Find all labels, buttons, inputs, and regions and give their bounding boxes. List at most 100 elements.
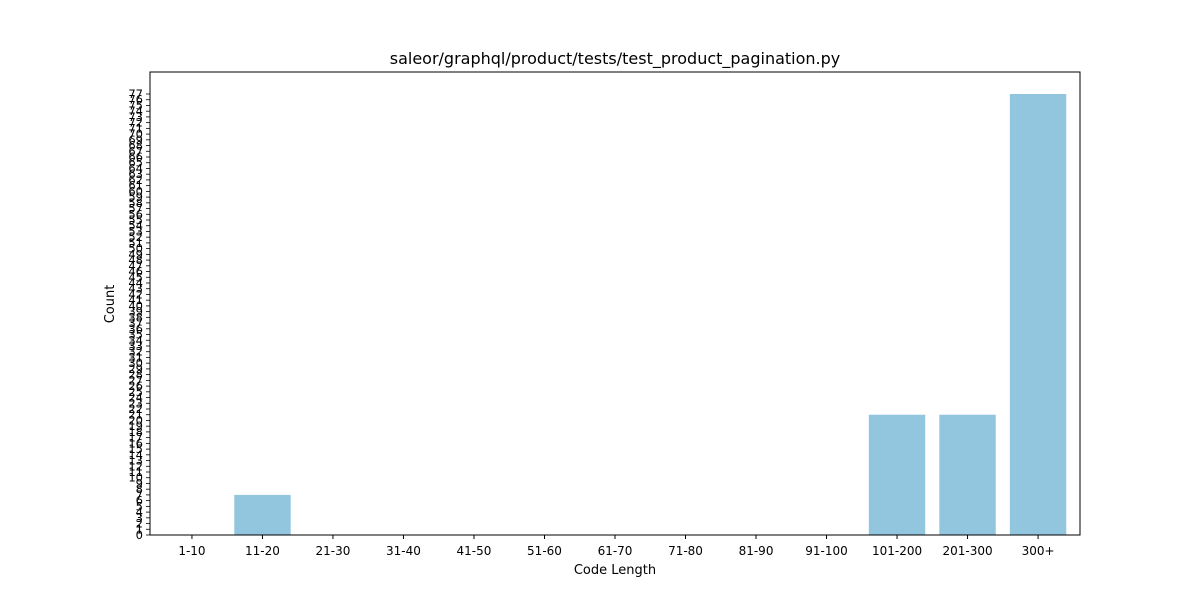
y-tick-label: 24 [128,391,143,405]
x-tick-label: 11-20 [245,544,280,558]
y-tick-label: 54 [128,219,143,233]
y-tick-label: 29 [128,362,143,376]
y-tick-label: 67 [128,144,143,158]
y-tick-label: 6 [136,494,143,508]
y-tick-label: 58 [128,196,143,210]
y-tick-label: 65 [128,156,143,170]
y-tick-label: 57 [128,202,143,216]
y-tick-label: 37 [128,316,143,330]
y-tick-label: 49 [128,247,143,261]
y-tick-label: 41 [128,293,143,307]
y-tick-label: 26 [128,379,143,393]
y-tick-label: 25 [128,385,143,399]
y-tick-label: 3 [136,511,143,525]
x-tick-label: 41-50 [457,544,492,558]
y-tick-label: 77 [128,87,143,101]
y-tick-label: 17 [128,431,143,445]
y-tick-label: 13 [128,454,143,468]
y-tick-label: 0 [136,528,143,542]
y-tick-label: 8 [136,482,143,496]
x-tick-label: 300+ [1022,544,1055,558]
y-tick-label: 33 [128,339,143,353]
y-tick-label: 9 [136,476,143,490]
y-tick-label: 55 [128,213,143,227]
y-tick-label: 38 [128,310,143,324]
x-tick-label: 201-300 [942,544,992,558]
y-tick-label: 73 [128,110,143,124]
x-tick-label: 61-70 [598,544,633,558]
y-tick-label: 48 [128,253,143,267]
x-tick-label: 71-80 [668,544,703,558]
bar-201-300 [939,414,996,535]
y-tick-label: 14 [128,448,143,462]
y-tick-label: 40 [128,299,143,313]
y-tick-label: 60 [128,184,143,198]
y-tick-label: 7 [136,488,143,502]
y-tick-label: 51 [128,236,143,250]
y-tick-label: 10 [128,471,143,485]
x-tick-label: 21-30 [316,544,351,558]
y-tick-label: 23 [128,396,143,410]
y-tick-label: 42 [128,287,143,301]
y-tick-label: 74 [128,104,143,118]
y-tick-label: 19 [128,419,143,433]
y-tick-label: 27 [128,373,143,387]
y-tick-label: 44 [128,276,143,290]
y-tick-label: 4 [136,505,143,519]
bars-layer [234,94,1067,535]
y-tick-label: 12 [128,459,143,473]
y-tick-label: 32 [128,345,143,359]
y-tick-label: 61 [128,179,143,193]
y-tick-label: 30 [128,356,143,370]
y-tick-label: 39 [128,305,143,319]
bar-101-200 [868,414,926,535]
y-tick-label: 53 [128,224,143,238]
y-tick-label: 18 [128,425,143,439]
y-tick-label: 11 [128,465,143,479]
plot-frame [149,71,1081,536]
y-tick-label: 34 [128,333,143,347]
y-tick-label: 2 [136,517,143,531]
y-tick-label: 22 [128,402,143,416]
y-tick-label: 72 [128,116,143,130]
y-tick-label: 56 [128,207,143,221]
y-tick-label: 75 [128,98,143,112]
y-tick-label: 47 [128,259,143,273]
y-tick-label: 52 [128,230,143,244]
y-tick-label: 71 [128,121,143,135]
y-tick-label: 76 [128,93,143,107]
y-tick-label: 35 [128,328,143,342]
chart-title: saleor/graphql/product/tests/test_produc… [390,49,841,69]
x-tick-label: 81-90 [739,544,774,558]
y-tick-label: 31 [128,350,143,364]
y-tick-label: 59 [128,190,143,204]
y-tick-label: 20 [128,413,143,427]
y-tick-label: 64 [128,161,143,175]
y-tick-label: 21 [128,408,143,422]
y-tick-label: 63 [128,167,143,181]
x-ticks-layer: 1-10 11-20 21-30 31-40 41-50 51-60 61-70 71-80 8… [178,535,1055,558]
y-tick-label: 5 [136,499,143,513]
y-tick-label: 43 [128,282,143,296]
x-tick-label: 101-200 [872,544,922,558]
y-ticks-layer: 0123456789101112131415161718192021222324… [128,87,150,542]
y-tick-label: 62 [128,173,143,187]
x-tick-label: 51-60 [527,544,562,558]
y-tick-label: 66 [128,150,143,164]
y-tick-label: 1 [136,522,143,536]
x-axis-label: Code Length [574,563,656,578]
y-tick-label: 16 [128,436,143,450]
y-tick-label: 50 [128,242,143,256]
y-tick-label: 68 [128,139,143,153]
y-tick-label: 69 [128,133,143,147]
x-tick-label: 91-100 [805,544,848,558]
x-tick-label: 1-10 [178,544,205,558]
y-tick-label: 15 [128,442,143,456]
x-tick-label: 31-40 [386,544,421,558]
y-tick-label: 46 [128,265,143,279]
y-tick-label: 70 [128,127,143,141]
bar-11-20 [234,494,291,535]
y-tick-label: 28 [128,368,143,382]
